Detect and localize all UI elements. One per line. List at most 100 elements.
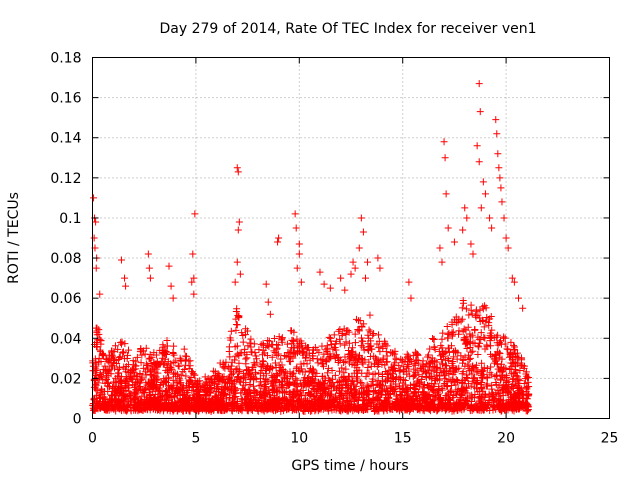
data-point bbox=[228, 407, 236, 415]
data-point bbox=[444, 334, 452, 342]
data-point bbox=[250, 393, 258, 401]
data-point bbox=[250, 404, 258, 412]
data-point bbox=[383, 352, 391, 360]
data-point bbox=[320, 386, 328, 394]
data-point bbox=[459, 355, 467, 363]
data-point bbox=[255, 382, 263, 390]
data-point bbox=[232, 326, 240, 334]
data-point bbox=[464, 401, 472, 409]
data-point bbox=[365, 343, 373, 351]
data-point bbox=[364, 386, 372, 394]
data-point bbox=[395, 362, 403, 370]
data-point bbox=[204, 374, 212, 382]
data-point bbox=[146, 351, 154, 359]
data-point bbox=[257, 341, 265, 349]
data-point bbox=[121, 274, 129, 282]
data-point bbox=[449, 358, 457, 366]
data-point bbox=[213, 374, 221, 382]
data-point bbox=[458, 315, 466, 323]
data-point bbox=[114, 345, 122, 353]
data-point bbox=[363, 402, 371, 410]
data-point bbox=[479, 367, 487, 375]
data-point bbox=[284, 353, 292, 361]
data-point bbox=[99, 366, 107, 374]
data-point bbox=[357, 214, 365, 222]
data-point bbox=[328, 367, 336, 375]
data-point bbox=[411, 369, 419, 377]
data-point bbox=[170, 393, 178, 401]
data-point bbox=[429, 386, 437, 394]
data-point bbox=[221, 364, 229, 372]
data-point bbox=[212, 395, 220, 403]
data-point bbox=[132, 357, 140, 365]
data-point bbox=[163, 342, 171, 350]
data-point bbox=[520, 362, 528, 370]
data-point bbox=[124, 378, 132, 386]
data-point bbox=[469, 374, 477, 382]
y-tick-labels: 0 0.02 0.04 0.06 0.08 0.1 0.12 0.14 0.16 0.18 bbox=[50, 51, 81, 428]
data-point bbox=[504, 244, 512, 252]
data-point bbox=[497, 363, 505, 371]
data-point bbox=[300, 402, 308, 410]
data-point bbox=[253, 359, 261, 367]
data-point bbox=[213, 380, 221, 388]
data-point bbox=[311, 373, 319, 381]
data-point bbox=[165, 404, 173, 412]
data-point bbox=[341, 358, 349, 366]
data-point bbox=[464, 380, 472, 388]
data-point bbox=[170, 342, 178, 350]
data-point bbox=[131, 394, 139, 402]
data-point bbox=[491, 351, 499, 359]
data-point bbox=[309, 384, 317, 392]
data-point bbox=[348, 394, 356, 402]
data-point bbox=[497, 184, 505, 192]
data-point bbox=[108, 349, 116, 357]
data-point bbox=[318, 360, 326, 368]
data-point bbox=[236, 270, 244, 278]
data-point bbox=[218, 389, 226, 397]
data-point bbox=[145, 391, 153, 399]
data-point bbox=[96, 395, 104, 403]
data-point bbox=[99, 376, 107, 384]
data-point bbox=[335, 327, 343, 335]
data-point bbox=[496, 337, 504, 345]
y-tick-label: 0.18 bbox=[50, 51, 81, 67]
data-point bbox=[266, 310, 274, 318]
data-point bbox=[348, 373, 356, 381]
data-point bbox=[274, 350, 282, 358]
data-point bbox=[494, 150, 502, 158]
data-point bbox=[162, 349, 170, 357]
data-point bbox=[90, 194, 98, 202]
data-point bbox=[252, 352, 260, 360]
data-point bbox=[234, 226, 242, 234]
data-point bbox=[454, 376, 462, 384]
data-point bbox=[482, 318, 490, 326]
data-point bbox=[175, 362, 183, 370]
data-point bbox=[238, 406, 246, 414]
data-point bbox=[141, 398, 149, 406]
data-point bbox=[342, 365, 350, 373]
data-point bbox=[154, 401, 162, 409]
data-point bbox=[509, 360, 517, 368]
data-point bbox=[424, 353, 432, 361]
data-point bbox=[274, 405, 282, 413]
data-point bbox=[124, 346, 132, 354]
data-point bbox=[127, 392, 135, 400]
data-point bbox=[363, 390, 371, 398]
data-point bbox=[182, 352, 190, 360]
data-point bbox=[324, 399, 332, 407]
data-point bbox=[351, 386, 359, 394]
data-point bbox=[510, 391, 518, 399]
data-point bbox=[460, 334, 468, 342]
data-point bbox=[193, 393, 201, 401]
data-point bbox=[438, 335, 446, 343]
data-point bbox=[381, 385, 389, 393]
data-point bbox=[309, 369, 317, 377]
data-point bbox=[461, 204, 469, 212]
data-point bbox=[388, 365, 396, 373]
data-point bbox=[375, 344, 383, 352]
y-tick-label: 0.02 bbox=[50, 371, 81, 387]
data-point bbox=[223, 385, 231, 393]
data-point bbox=[468, 391, 476, 399]
data-point bbox=[115, 364, 123, 372]
